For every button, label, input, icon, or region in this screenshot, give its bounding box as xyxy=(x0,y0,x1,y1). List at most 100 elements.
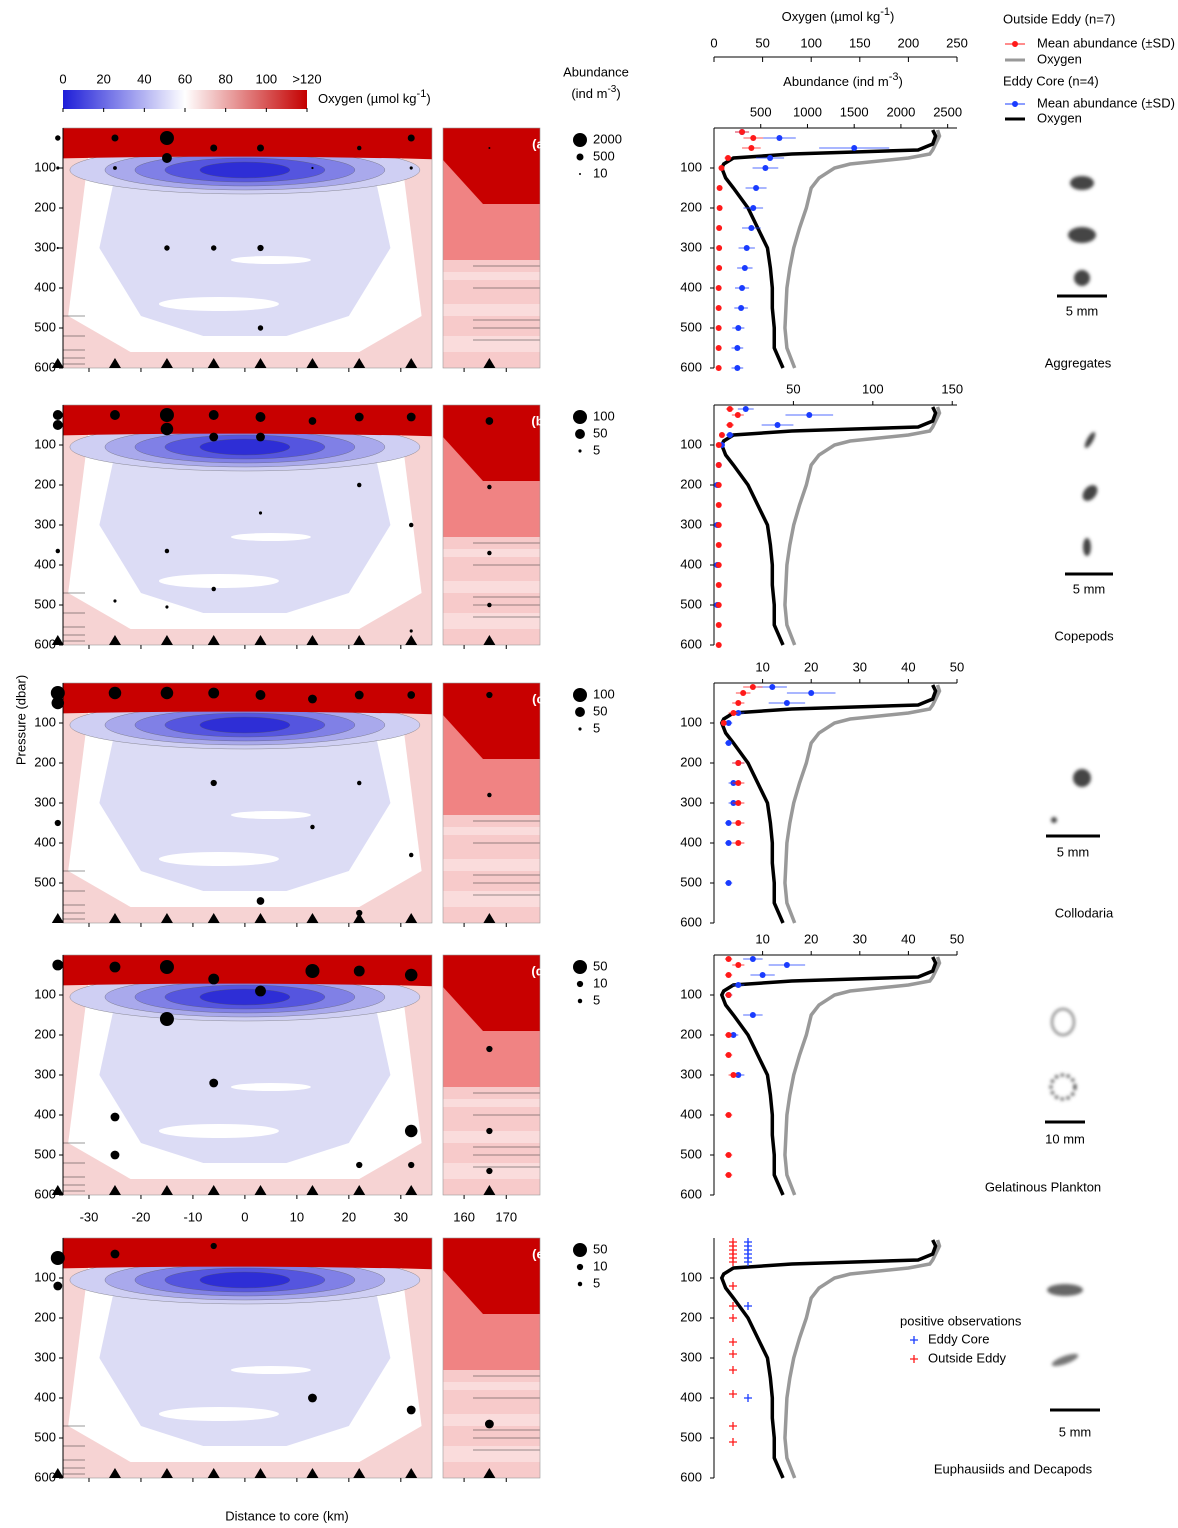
station-marker xyxy=(405,913,418,923)
abundance-bubble xyxy=(108,686,122,700)
mean-abundance xyxy=(762,165,769,171)
contour-band xyxy=(99,1003,391,1163)
x-tick-label: -10 xyxy=(184,1209,203,1224)
mean-abundance xyxy=(725,740,732,746)
contour-band xyxy=(158,297,279,311)
abundance-tick-label: 500 xyxy=(750,104,772,119)
abundance-tick-label: 50 xyxy=(950,659,964,674)
abundance-tick-label: 150 xyxy=(941,381,963,396)
abundance-bubble xyxy=(356,909,363,917)
y-tick-label: 400 xyxy=(34,556,56,571)
section-panel xyxy=(62,682,433,924)
specimen xyxy=(1051,1353,1079,1367)
positive-observation xyxy=(729,1422,737,1430)
profile-y-tick-label: 300 xyxy=(680,794,702,809)
positive-observation xyxy=(729,1314,737,1322)
contour-band xyxy=(443,405,540,481)
panel-label: (b) xyxy=(531,413,548,428)
station-marker xyxy=(405,1468,418,1478)
oxygen-profile xyxy=(783,406,942,646)
x-tick-label: 0 xyxy=(241,1209,248,1224)
abundance-bubble xyxy=(486,1167,493,1175)
y-tick-label: 100 xyxy=(34,436,56,451)
station-marker xyxy=(207,913,220,923)
contour-band xyxy=(443,1414,540,1426)
abundance-bubble xyxy=(164,245,170,251)
abundance-bubble xyxy=(51,696,65,710)
mean-abundance xyxy=(725,820,732,826)
abundance-bubble xyxy=(159,960,174,974)
profile-y-tick-label: 100 xyxy=(680,436,702,451)
abundance-bubble xyxy=(50,686,65,700)
y-axis-title: Pressure (dbar) xyxy=(13,675,28,765)
profile-y-tick-label: 200 xyxy=(680,476,702,491)
specimen xyxy=(1082,485,1098,501)
abundance-bubble xyxy=(356,1161,363,1169)
abundance-tick-label: 10 xyxy=(755,931,769,946)
oxygen-tick-label: 150 xyxy=(849,35,871,50)
abundance-axis-title: Abundance (ind m-3) xyxy=(783,71,903,90)
y-tick-label: 600 xyxy=(34,359,56,374)
station-marker xyxy=(254,635,267,645)
contour-band xyxy=(443,891,540,907)
mean-abundance xyxy=(715,622,722,628)
legend-text: Mean abundance (±SD) xyxy=(1037,95,1175,110)
abundance-bubble xyxy=(406,1405,416,1415)
station-marker xyxy=(108,1185,121,1195)
abundance-bubble xyxy=(255,985,266,997)
mean-abundance xyxy=(730,710,737,716)
mean-abundance xyxy=(716,185,723,191)
size-key-bubble xyxy=(575,707,585,717)
profile-y-tick-label: 500 xyxy=(680,319,702,334)
profile-y-tick-label: 600 xyxy=(680,1469,702,1484)
profile-y-tick-label: 200 xyxy=(680,1026,702,1041)
y-tick-label: 300 xyxy=(34,516,56,531)
mean-abundance xyxy=(735,840,742,846)
size-key-label: 50 xyxy=(593,958,607,973)
mean-abundance xyxy=(715,562,722,568)
station-marker xyxy=(353,1468,366,1478)
mean-abundance xyxy=(749,1012,756,1018)
mean-abundance xyxy=(715,325,722,331)
abundance-bubble xyxy=(165,605,169,609)
scale-bar-label: 5 mm xyxy=(1073,581,1106,596)
abundance-bubble xyxy=(311,166,314,170)
colorbar-label-part: -1 xyxy=(417,88,427,100)
size-key-label: 10 xyxy=(593,165,607,180)
station-marker xyxy=(254,1185,267,1195)
abundance-bubble xyxy=(354,412,364,422)
size-key-bubble xyxy=(576,153,584,161)
x-tick-label: 30 xyxy=(394,1209,408,1224)
profile-y-tick-label: 400 xyxy=(680,1106,702,1121)
mean-abundance xyxy=(725,155,732,161)
mean-abundance xyxy=(750,205,757,211)
size-key-label: 50 xyxy=(593,703,607,718)
taxon-label: Gelatinous Plankton xyxy=(985,1179,1101,1194)
specimen xyxy=(1068,227,1096,243)
legend-title: positive observations xyxy=(900,1313,1022,1328)
legend-text: Eddy Core xyxy=(928,1331,989,1346)
size-key-label: 50 xyxy=(593,425,607,440)
oxygen-profile xyxy=(783,684,942,924)
station-marker xyxy=(51,1185,64,1195)
mean-abundance xyxy=(725,992,732,998)
legend-marker xyxy=(910,1336,918,1344)
abundance-bubble xyxy=(255,412,266,422)
mean-abundance xyxy=(716,225,723,231)
mean-abundance xyxy=(720,720,727,726)
right-panel xyxy=(442,682,541,924)
abundance-bubble xyxy=(487,792,492,798)
station-marker xyxy=(483,358,496,368)
profile-y-tick-label: 300 xyxy=(680,516,702,531)
mean-abundance xyxy=(715,285,722,291)
mean-abundance xyxy=(716,245,723,251)
mean-abundance xyxy=(735,820,742,826)
oxygen-profile xyxy=(719,129,938,369)
positive-observation xyxy=(729,1438,737,1446)
x-tick-label: 160 xyxy=(453,1209,475,1224)
abundance-bubble xyxy=(56,246,59,250)
abundance-bubble xyxy=(113,166,117,170)
mean-abundance xyxy=(725,840,732,846)
taxon-label: Copepods xyxy=(1054,628,1114,643)
